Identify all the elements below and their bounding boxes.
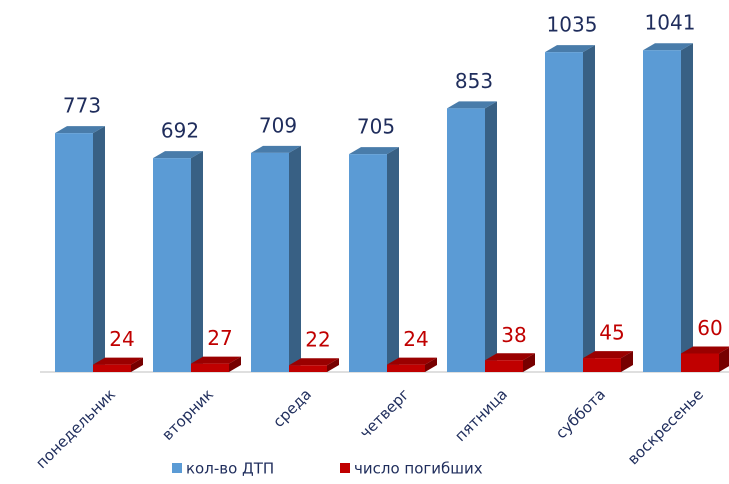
bar [289, 358, 339, 372]
bar [485, 353, 535, 372]
bar-side [387, 147, 399, 372]
value-label: 773 [63, 94, 101, 118]
bar-side [289, 145, 301, 372]
bar [583, 351, 633, 372]
bar-side [425, 357, 437, 372]
bar [153, 151, 203, 372]
bar-front [545, 52, 583, 372]
value-label: 22 [305, 328, 330, 352]
legend-swatch [172, 463, 182, 473]
bar [681, 346, 729, 372]
bar [643, 43, 693, 373]
value-label: 38 [501, 323, 526, 347]
value-label: 1041 [645, 11, 696, 35]
bar [55, 126, 105, 373]
legend-label: кол-во ДТП [186, 460, 274, 478]
bar-front [191, 363, 229, 372]
bar-top [681, 346, 729, 354]
bar-front [643, 50, 681, 373]
value-label: 1035 [547, 13, 598, 37]
bar-front [681, 353, 719, 372]
bar-top [153, 151, 203, 159]
bar-side [191, 151, 203, 372]
bar-top [545, 45, 595, 53]
value-label: 705 [357, 115, 395, 139]
bar-top [289, 358, 339, 366]
value-label: 24 [403, 327, 428, 351]
value-label: 45 [599, 321, 624, 345]
bar-front [387, 364, 425, 372]
bar-side [229, 356, 241, 372]
bar-top [387, 357, 437, 365]
value-label: 853 [455, 69, 493, 93]
bar-front [55, 133, 93, 372]
bar-side [131, 357, 143, 372]
legend-label: число погибших [354, 460, 483, 478]
x-tick-label: понедельник [32, 385, 119, 472]
bar-side [681, 43, 693, 373]
bar-top [55, 126, 105, 134]
value-label: 709 [259, 113, 297, 137]
value-label: 692 [161, 119, 199, 143]
bar-top [93, 357, 143, 365]
bar [93, 357, 143, 372]
bar-top [485, 353, 535, 361]
legend-swatch [340, 463, 350, 473]
bar-front [251, 152, 289, 372]
bar-top [583, 351, 633, 359]
bar-side [523, 353, 535, 372]
bar-front [349, 154, 387, 372]
bar [545, 45, 595, 372]
bar [387, 357, 437, 372]
x-tick-label: среда [269, 385, 315, 431]
bar-front [289, 365, 327, 372]
bar-front [153, 158, 191, 372]
value-label: 60 [697, 316, 722, 340]
bar-side [719, 347, 729, 372]
bar-top [251, 145, 301, 153]
bar-front [447, 108, 485, 372]
bar-side [583, 45, 595, 372]
bar [349, 147, 399, 372]
x-tick-label: четверг [356, 385, 413, 442]
bar-side [621, 351, 633, 372]
x-tick-label: вторник [158, 385, 217, 444]
x-tick-label: пятница [451, 385, 511, 445]
bar-side [327, 358, 339, 372]
bar-front [583, 358, 621, 372]
bar-top [447, 101, 497, 109]
x-tick-label: суббота [552, 385, 609, 442]
bar-side [93, 126, 105, 373]
x-tick-label: воскресенье [624, 385, 707, 468]
bar-top [349, 147, 399, 155]
bar-front [93, 364, 131, 372]
bar-side [485, 101, 497, 372]
value-label: 27 [207, 326, 232, 350]
bar-front [485, 360, 523, 372]
bar [251, 145, 301, 372]
bar [447, 101, 497, 372]
bar-top [643, 43, 693, 51]
bar-top [191, 356, 241, 364]
value-label: 24 [109, 327, 134, 351]
bar [191, 356, 241, 372]
